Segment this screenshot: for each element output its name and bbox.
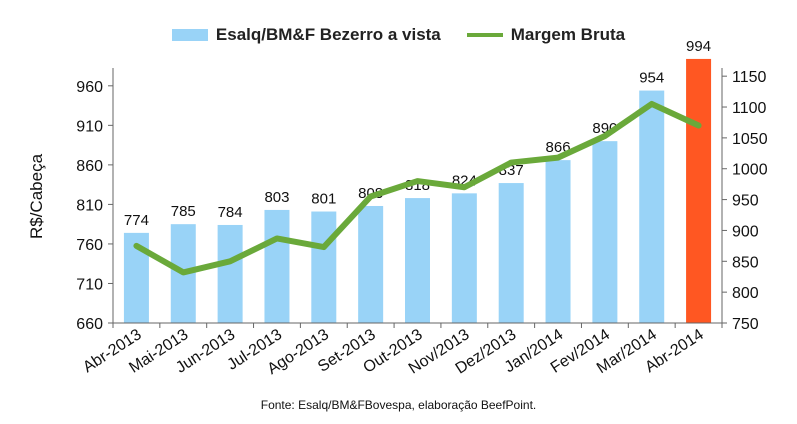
bar-value-label: 785 (171, 203, 196, 220)
y2-tick-label: 900 (732, 223, 759, 240)
line-point (463, 186, 465, 188)
bar-Fev/2014 (592, 141, 618, 323)
bar-value-label: 801 (311, 191, 336, 208)
bar-Ago-2013 (311, 211, 337, 323)
legend-label-bars: Esalq/BM&F Bezerro a vista (215, 25, 441, 44)
legend-item-line: Margem Bruta (466, 25, 626, 45)
line-point (182, 271, 184, 273)
y2-tick-label: 1000 (732, 162, 768, 179)
bar-Nov/2013 (451, 193, 477, 323)
y-tick-label: 660 (76, 316, 103, 333)
bar-Jan/2014 (545, 160, 571, 323)
y-tick-label: 810 (76, 197, 103, 214)
y-tick-label: 710 (76, 276, 103, 293)
bar-value-label: 774 (124, 212, 149, 229)
line-point (370, 196, 372, 197)
bar-value-label: 784 (218, 204, 243, 221)
line-point (698, 125, 700, 127)
legend-item-bars: Esalq/BM&F Bezerro a vista (171, 25, 441, 45)
line-point (510, 162, 512, 164)
legend-swatch-bars (171, 29, 208, 41)
bar-Jul-2013 (264, 209, 290, 323)
y2-tick-label: 1050 (732, 131, 768, 148)
y2-tick-label: 850 (732, 254, 759, 271)
chart-legend: Esalq/BM&F Bezerro a vista Margem Bruta (0, 22, 797, 48)
y-axis-title: R$/Cabeça (27, 153, 46, 239)
source-note: Fonte: Esalq/BM&FBovespa, elaboração Bee… (260, 398, 537, 412)
bar-value-label: 954 (639, 70, 664, 87)
line-point (604, 135, 606, 137)
y2-tick-label: 950 (732, 193, 759, 210)
y2-tick-label: 1150 (732, 69, 767, 86)
line-point (417, 180, 418, 182)
line-point (276, 237, 278, 239)
y2-tick-label: 1100 (732, 100, 767, 117)
legend-swatch-line (466, 33, 503, 37)
y-tick-label: 860 (76, 158, 103, 175)
bar-Dez/2013 (498, 183, 524, 323)
line-point (229, 260, 231, 262)
line-point (651, 103, 653, 105)
line-point (135, 245, 137, 247)
line-point (557, 157, 559, 159)
bar-Mar/2014 (639, 90, 665, 324)
y2-tick-label: 750 (732, 316, 759, 333)
y2-tick-label: 800 (732, 285, 759, 302)
bar-value-label: 803 (264, 189, 289, 206)
line-point (323, 246, 325, 248)
bar-Set-2013 (358, 205, 384, 323)
y-tick-label: 910 (76, 118, 103, 135)
bar-Out-2013 (405, 198, 430, 323)
bar-Jun-2013 (217, 224, 243, 323)
bar-Abr-2014 (686, 58, 712, 324)
legend-label-line: Margem Bruta (510, 25, 626, 44)
y-tick-label: 760 (76, 237, 103, 254)
y-tick-label: 960 (76, 79, 103, 96)
bar-value-label: 994 (686, 38, 711, 55)
